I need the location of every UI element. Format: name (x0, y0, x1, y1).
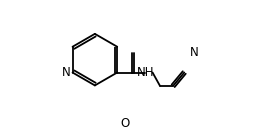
Text: NH: NH (137, 66, 154, 79)
Text: N: N (190, 46, 199, 59)
Text: N: N (62, 66, 71, 79)
Text: O: O (120, 117, 130, 130)
